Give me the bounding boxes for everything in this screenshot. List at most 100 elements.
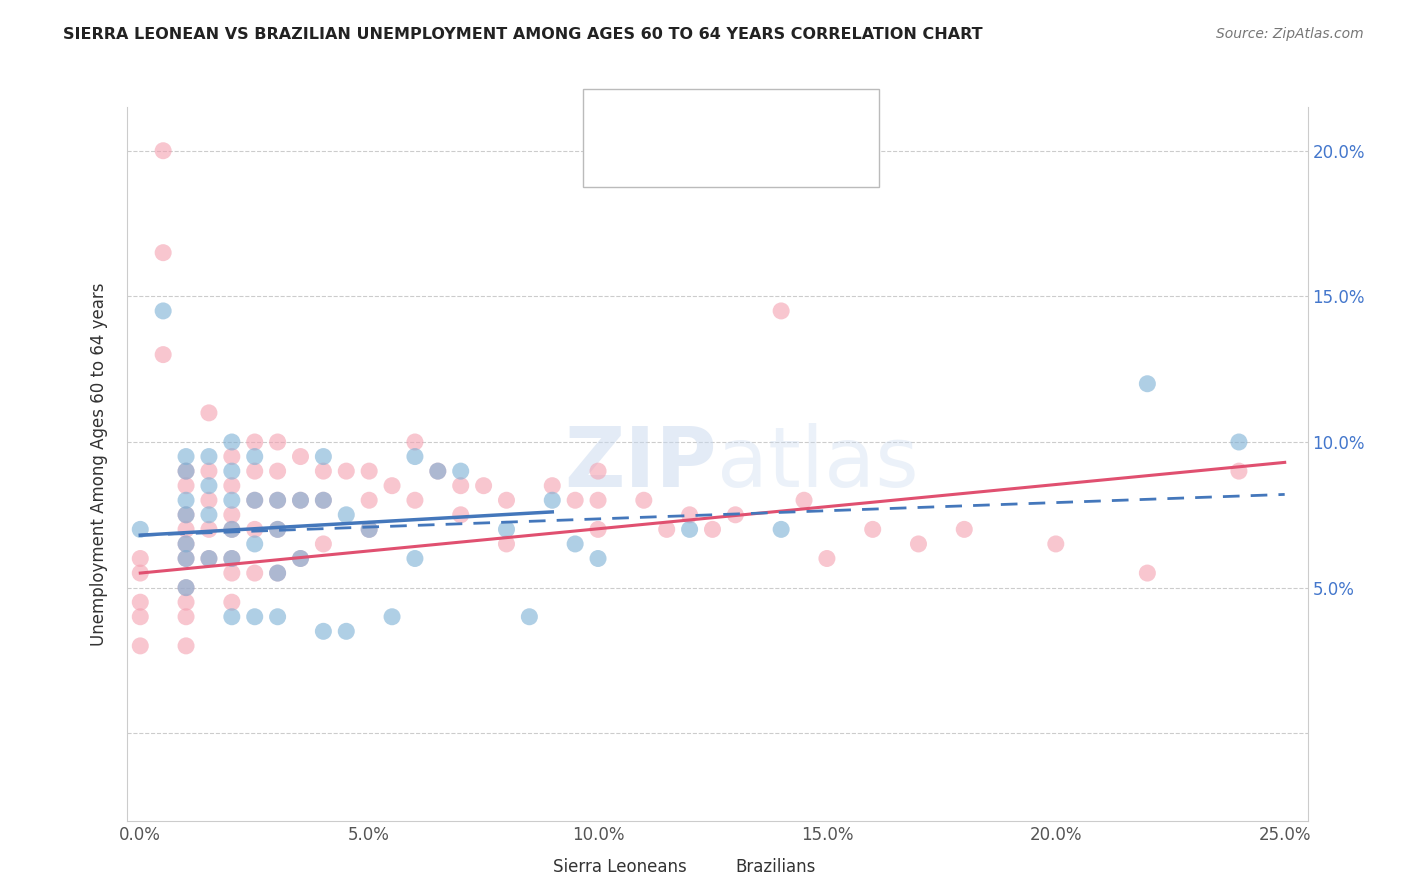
Point [221, 464, 243, 478]
Point [312, 537, 335, 551]
Point [243, 435, 266, 450]
Point [243, 450, 266, 464]
Point [426, 464, 449, 478]
Point [243, 493, 266, 508]
Point [381, 609, 404, 624]
Point [312, 624, 335, 639]
Point [152, 245, 174, 260]
Point [243, 537, 266, 551]
Point [174, 478, 197, 492]
Point [174, 551, 197, 566]
Point [266, 609, 288, 624]
Point [266, 493, 288, 508]
Point [655, 522, 678, 536]
Point [770, 304, 793, 318]
Point [907, 537, 929, 551]
Point [198, 450, 221, 464]
Point [1136, 566, 1159, 580]
Y-axis label: Unemployment Among Ages 60 to 64 years: Unemployment Among Ages 60 to 64 years [90, 282, 108, 646]
Point [221, 522, 243, 536]
Point [541, 478, 564, 492]
Point [266, 566, 288, 580]
Text: Sierra Leoneans: Sierra Leoneans [553, 858, 686, 876]
Point [266, 566, 288, 580]
Point [174, 551, 197, 566]
Text: R = 0.106   N = 49: R = 0.106 N = 49 [650, 108, 834, 126]
Text: R = 0.154   N = 78: R = 0.154 N = 78 [650, 150, 834, 168]
Point [335, 464, 357, 478]
Point [152, 144, 174, 158]
Point [174, 609, 197, 624]
Point [198, 478, 221, 492]
Point [519, 609, 541, 624]
Point [586, 551, 609, 566]
Point [1045, 537, 1067, 551]
Point [174, 639, 197, 653]
Point [129, 522, 152, 536]
Point [198, 551, 221, 566]
Point [221, 493, 243, 508]
Point [495, 493, 517, 508]
Point [221, 609, 243, 624]
Point [129, 595, 152, 609]
Point [335, 508, 357, 522]
Point [221, 522, 243, 536]
Point [678, 522, 700, 536]
Point [266, 464, 288, 478]
Point [174, 595, 197, 609]
Point [472, 478, 495, 492]
Point [198, 464, 221, 478]
Point [359, 493, 381, 508]
Text: Brazilians: Brazilians [735, 858, 815, 876]
Point [174, 450, 197, 464]
Point [174, 581, 197, 595]
Point [450, 508, 472, 522]
Point [450, 478, 472, 492]
Point [221, 551, 243, 566]
Point [359, 464, 381, 478]
Point [815, 551, 838, 566]
Point [359, 522, 381, 536]
Point [243, 522, 266, 536]
Point [129, 551, 152, 566]
Point [290, 493, 312, 508]
Point [312, 493, 335, 508]
Point [198, 406, 221, 420]
Point [174, 464, 197, 478]
Point [404, 551, 426, 566]
Point [564, 493, 586, 508]
Point [152, 348, 174, 362]
Point [495, 522, 517, 536]
Point [174, 508, 197, 522]
Point [586, 522, 609, 536]
Text: atlas: atlas [717, 424, 918, 504]
Point [495, 537, 517, 551]
Point [312, 493, 335, 508]
Point [243, 493, 266, 508]
Point [243, 566, 266, 580]
Point [198, 522, 221, 536]
Point [1136, 376, 1159, 391]
Point [1227, 435, 1250, 450]
Point [793, 493, 815, 508]
Point [266, 435, 288, 450]
Point [450, 464, 472, 478]
Point [266, 522, 288, 536]
Point [381, 478, 404, 492]
Point [335, 624, 357, 639]
Point [266, 522, 288, 536]
Point [174, 537, 197, 551]
Point [702, 522, 724, 536]
Point [633, 493, 655, 508]
Point [770, 522, 793, 536]
Point [221, 478, 243, 492]
Point [174, 493, 197, 508]
Point [198, 508, 221, 522]
Point [312, 464, 335, 478]
Point [426, 464, 449, 478]
Point [221, 435, 243, 450]
Point [243, 609, 266, 624]
Text: SIERRA LEONEAN VS BRAZILIAN UNEMPLOYMENT AMONG AGES 60 TO 64 YEARS CORRELATION C: SIERRA LEONEAN VS BRAZILIAN UNEMPLOYMENT… [63, 27, 983, 42]
Point [312, 450, 335, 464]
Point [129, 566, 152, 580]
